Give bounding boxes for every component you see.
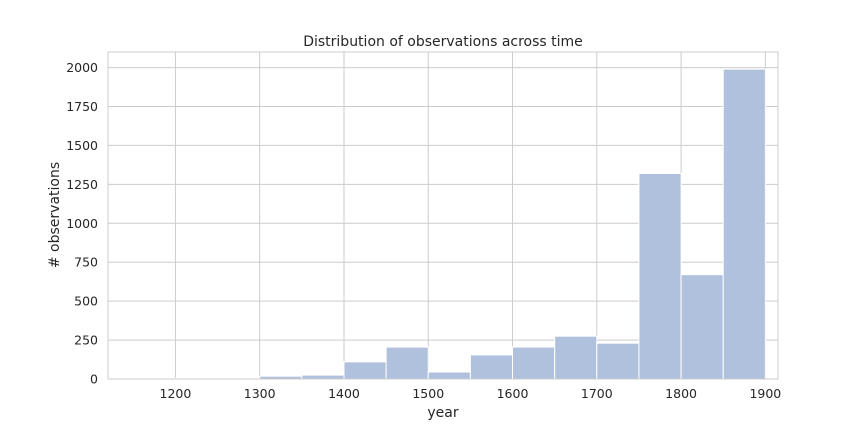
x-tick-label: 1200 bbox=[160, 386, 192, 401]
plot-frame bbox=[107, 51, 779, 380]
bars bbox=[132, 68, 766, 380]
y-tick-label: 1500 bbox=[66, 138, 98, 153]
y-tick-label: 1250 bbox=[66, 177, 98, 192]
y-tick-label: 0 bbox=[90, 372, 98, 387]
histogram-bar bbox=[722, 68, 766, 380]
y-axis-label: # observations bbox=[47, 162, 63, 268]
x-tick-label: 1500 bbox=[412, 386, 444, 401]
histogram-bar bbox=[596, 342, 640, 380]
chart-title: Distribution of observations across time bbox=[303, 34, 583, 50]
x-tick-label: 1800 bbox=[665, 386, 697, 401]
y-tick-label: 250 bbox=[74, 333, 98, 348]
y-tick-label: 750 bbox=[74, 255, 98, 270]
y-tick-labels: 0 250 500 750 1000 1250 1500 1750 2000 bbox=[66, 60, 98, 386]
x-tick-label: 1400 bbox=[328, 386, 360, 401]
histogram-bar bbox=[301, 374, 345, 380]
histogram-bar bbox=[680, 274, 724, 380]
histogram-bar bbox=[512, 346, 556, 380]
x-tick-label: 1900 bbox=[749, 386, 781, 401]
histogram-bar bbox=[554, 335, 598, 380]
x-tick-label: 1300 bbox=[244, 386, 276, 401]
x-axis-label: year bbox=[427, 405, 458, 421]
histogram-bar bbox=[343, 361, 387, 380]
y-tick-label: 500 bbox=[74, 294, 98, 309]
histogram-bar bbox=[469, 354, 514, 380]
histogram-bar bbox=[638, 172, 682, 380]
y-tick-label: 1750 bbox=[66, 99, 98, 114]
x-tick-label: 1600 bbox=[497, 386, 529, 401]
x-tick-label: 1700 bbox=[581, 386, 613, 401]
y-tick-label: 2000 bbox=[66, 60, 98, 75]
histogram-bar bbox=[385, 346, 429, 380]
x-tick-labels: 1200 1300 1400 1500 1600 1700 1800 1900 bbox=[160, 386, 782, 401]
histogram-bar bbox=[427, 371, 471, 380]
y-tick-label: 1000 bbox=[66, 216, 98, 231]
